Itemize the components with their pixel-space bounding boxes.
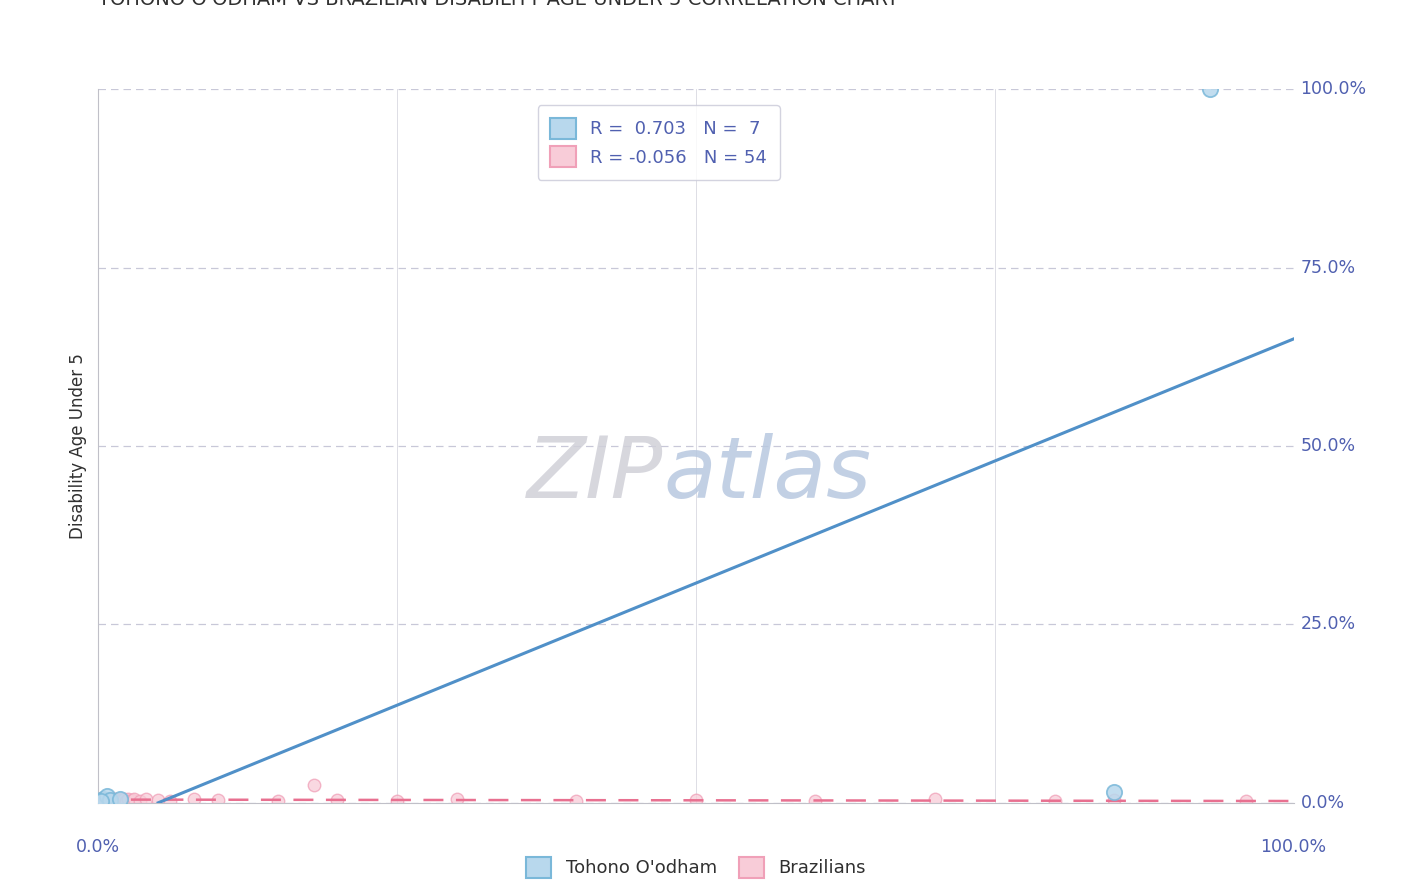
Text: 0.0%: 0.0%: [1301, 794, 1344, 812]
Text: 25.0%: 25.0%: [1301, 615, 1355, 633]
Text: 100.0%: 100.0%: [1260, 838, 1327, 856]
Text: atlas: atlas: [664, 433, 872, 516]
Text: 0.0%: 0.0%: [76, 838, 121, 856]
Legend: Tohono O'odham, Brazilians: Tohono O'odham, Brazilians: [517, 847, 875, 887]
Text: TOHONO O'ODHAM VS BRAZILIAN DISABILITY AGE UNDER 5 CORRELATION CHART: TOHONO O'ODHAM VS BRAZILIAN DISABILITY A…: [98, 0, 898, 9]
Text: 50.0%: 50.0%: [1301, 437, 1355, 455]
Y-axis label: Disability Age Under 5: Disability Age Under 5: [69, 353, 87, 539]
Text: ZIP: ZIP: [527, 433, 664, 516]
Text: 75.0%: 75.0%: [1301, 259, 1355, 277]
Text: 100.0%: 100.0%: [1301, 80, 1367, 98]
